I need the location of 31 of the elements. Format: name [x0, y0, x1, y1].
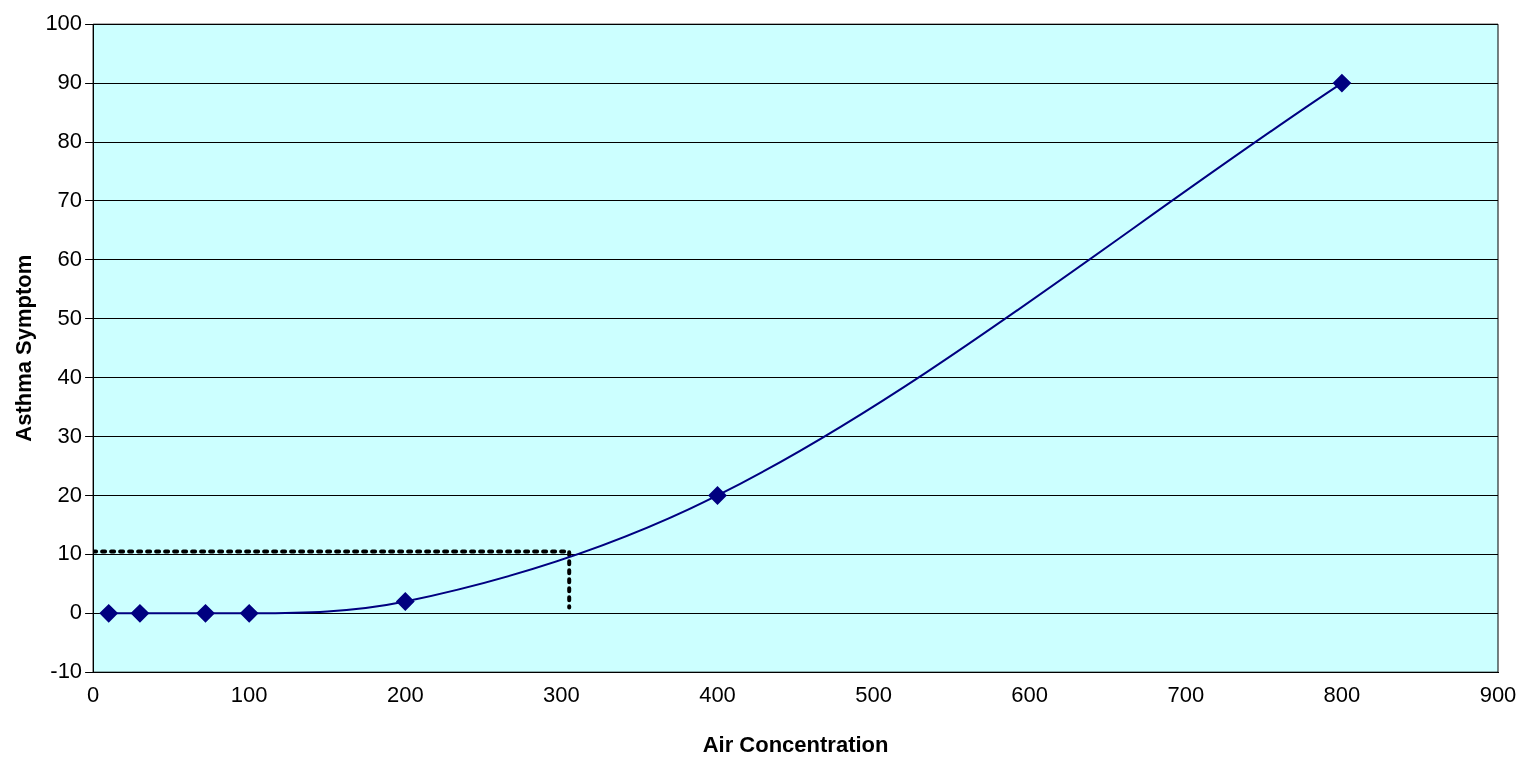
point [708, 486, 727, 505]
x-tick-label: 200 [386, 682, 424, 708]
y-tick-label: 30 [57, 422, 83, 448]
x-axis-title: Air Concentration [702, 731, 889, 757]
x-tick-label: 900 [1479, 682, 1517, 708]
x-tick-label: 700 [1167, 682, 1205, 708]
point [130, 604, 149, 623]
y-tick-label: 90 [57, 69, 83, 95]
x-tick-label: 100 [230, 682, 268, 708]
y-tick-label: 50 [57, 304, 83, 330]
y-tick-label: 80 [57, 128, 83, 154]
x-tick-label: 400 [699, 682, 736, 708]
point [196, 604, 215, 623]
y-tick-label: 10 [57, 540, 83, 566]
x-tick-label: 800 [1323, 682, 1361, 708]
y-tick-label: 0 [69, 599, 83, 625]
x-tick-label: 0 [86, 682, 100, 708]
x-tick-label: 300 [543, 682, 580, 708]
y-tick-label: 20 [57, 481, 83, 507]
x-tick-label: 500 [855, 682, 892, 708]
y-tick-label: 100 [45, 10, 83, 36]
x-tick-label: 600 [1011, 682, 1049, 708]
y-tick-label: 70 [57, 186, 83, 212]
y-axis-title: Asthma Symptom [11, 254, 37, 442]
y-tick-label: -10 [50, 658, 83, 684]
point [396, 592, 415, 611]
point [99, 604, 118, 623]
point [1332, 74, 1351, 93]
y-tick-label: 60 [57, 245, 83, 271]
point [240, 604, 259, 623]
y-tick-label: 40 [57, 363, 83, 389]
